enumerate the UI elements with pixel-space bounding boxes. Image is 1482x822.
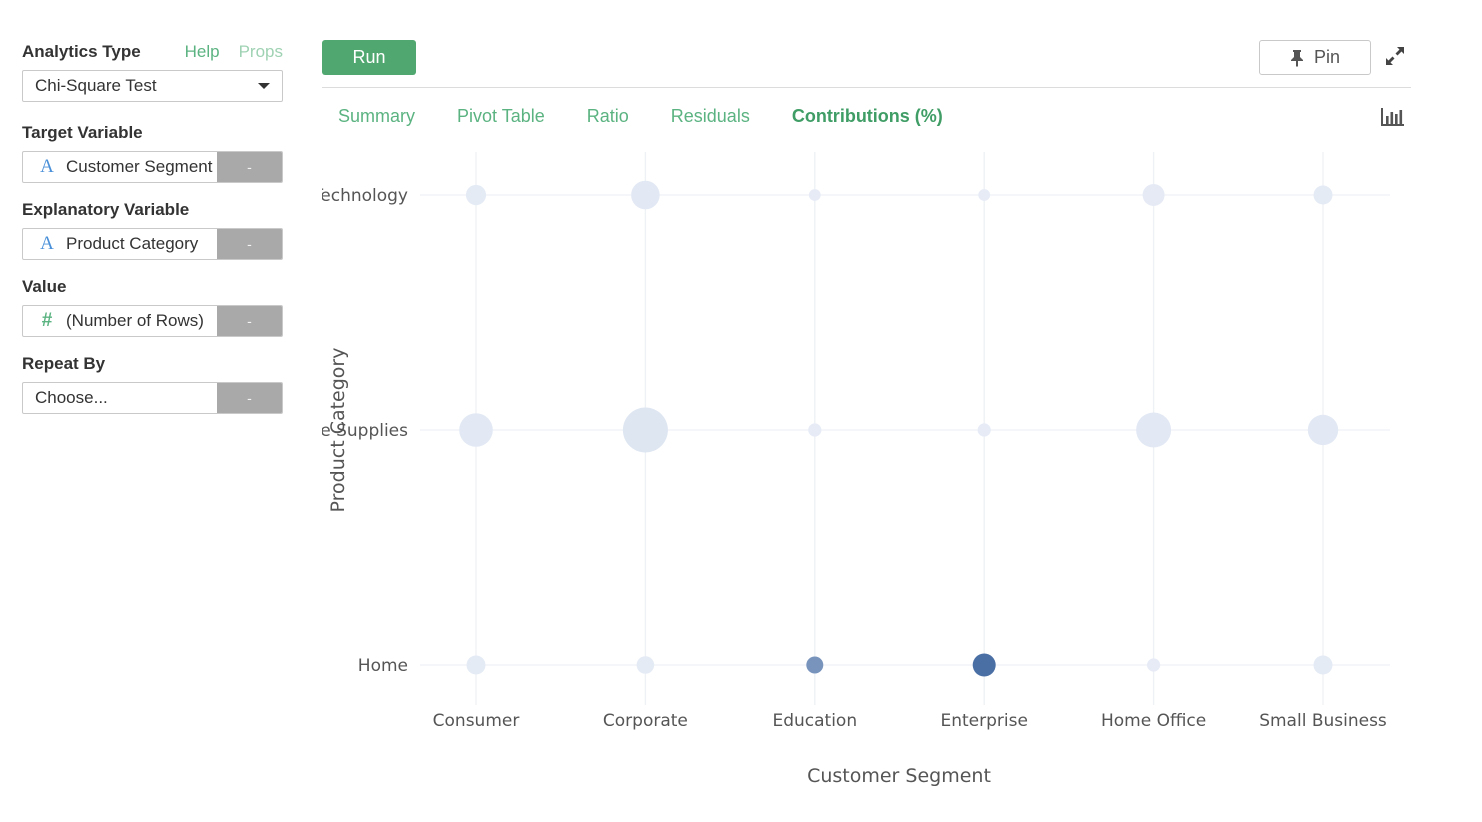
data-bubble (459, 413, 493, 447)
contributions-bubble-chart: Consumer Corporate Education Enterprise Home… (322, 150, 1412, 800)
string-type-icon: A (40, 156, 54, 177)
value-field: # (Number of Rows) - (22, 305, 283, 337)
data-bubble (1307, 414, 1339, 446)
value-selector[interactable]: # (Number of Rows) (23, 306, 217, 336)
y-tick-label: Office Supplies (322, 421, 408, 441)
x-axis-title: Customer Segment (807, 765, 991, 787)
data-bubble (631, 180, 660, 210)
chevron-down-icon (258, 83, 270, 89)
data-bubble (636, 656, 655, 674)
data-bubble (1313, 185, 1333, 205)
data-bubble (1142, 184, 1165, 206)
tab-summary[interactable]: Summary (338, 106, 416, 126)
number-type-icon: # (41, 310, 53, 331)
tab-ratio[interactable]: Ratio (586, 106, 629, 126)
explanatory-variable-field: A Product Category - (22, 228, 283, 260)
data-bubble (1136, 412, 1172, 448)
analytics-type-header: Analytics Type Help Props (22, 40, 283, 64)
pin-icon (1290, 49, 1303, 67)
target-variable-selector[interactable]: A Customer Segment (23, 152, 217, 182)
bar-chart-icon[interactable] (1380, 106, 1406, 128)
data-bubble (806, 656, 824, 674)
explanatory-variable-selector[interactable]: A Product Category (23, 229, 217, 259)
toolbar-divider (322, 87, 1411, 88)
x-tick-label: Consumer (433, 711, 520, 731)
data-bubble (808, 423, 822, 437)
value-value: (Number of Rows) (66, 311, 204, 330)
repeat-by-group: Repeat By Choose... - (22, 352, 283, 414)
pin-button[interactable]: Pin (1259, 40, 1371, 75)
explanatory-variable-remove-button[interactable]: - (217, 229, 282, 259)
data-bubble (465, 184, 487, 206)
y-tick-label: Technology (322, 186, 408, 206)
x-tick-label: Corporate (603, 711, 688, 731)
tab-residuals[interactable]: Residuals (670, 106, 750, 126)
x-tick-label: Small Business (1259, 711, 1387, 731)
props-link[interactable]: Props (238, 42, 283, 61)
y-tick-label: Home (358, 656, 408, 676)
data-bubble (622, 407, 668, 453)
help-link[interactable]: Help (184, 42, 220, 61)
pin-label: Pin (1313, 47, 1340, 67)
explanatory-variable-group: Explanatory Variable A Product Category … (22, 198, 283, 260)
repeat-by-label: Repeat By (22, 354, 106, 373)
analytics-settings-panel: Analytics Type Help Props Chi-Square Tes… (22, 40, 283, 429)
analytics-type-select[interactable]: Chi-Square Test (22, 70, 283, 102)
tab-pivot-table[interactable]: Pivot Table (457, 106, 545, 126)
data-bubble (466, 655, 486, 675)
x-tick-label: Education (772, 711, 857, 731)
data-bubble (1147, 658, 1161, 672)
target-variable-label: Target Variable (22, 123, 143, 142)
string-type-icon: A (40, 233, 54, 254)
target-variable-remove-button[interactable]: - (217, 152, 282, 182)
chart-svg: Consumer Corporate Education Enterprise Home… (322, 152, 1390, 787)
target-variable-value: Customer Segment (66, 157, 213, 176)
tab-contributions[interactable]: Contributions (%) (791, 106, 943, 126)
data-bubble (978, 189, 991, 201)
data-bubble (808, 189, 821, 201)
repeat-by-remove-button[interactable]: - (217, 383, 282, 413)
analytics-type-group: Analytics Type Help Props Chi-Square Tes… (22, 40, 283, 102)
analytics-type-value: Chi-Square Test (35, 76, 157, 95)
repeat-by-field: Choose... - (22, 382, 283, 414)
repeat-by-selector[interactable]: Choose... (23, 383, 217, 413)
x-tick-label: Home Office (1101, 711, 1206, 731)
analytics-type-label: Analytics Type (22, 42, 141, 61)
value-group: Value # (Number of Rows) - (22, 275, 283, 337)
target-variable-field: A Customer Segment - (22, 151, 283, 183)
x-tick-label: Enterprise (940, 711, 1027, 731)
run-button[interactable]: Run (322, 40, 416, 75)
result-tabs: Summary Pivot Table Ratio Residuals Contribu… (338, 106, 943, 127)
y-axis-title: Product Category (327, 348, 349, 513)
repeat-by-placeholder: Choose... (35, 388, 108, 407)
explanatory-variable-label: Explanatory Variable (22, 200, 190, 219)
explanatory-variable-value: Product Category (66, 234, 199, 253)
value-label: Value (22, 277, 67, 296)
data-bubble (972, 653, 996, 677)
target-variable-group: Target Variable A Customer Segment - (22, 121, 283, 183)
data-bubble (1313, 655, 1333, 675)
expand-icon[interactable] (1384, 45, 1406, 67)
data-bubble (977, 423, 991, 437)
value-remove-button[interactable]: - (217, 306, 282, 336)
